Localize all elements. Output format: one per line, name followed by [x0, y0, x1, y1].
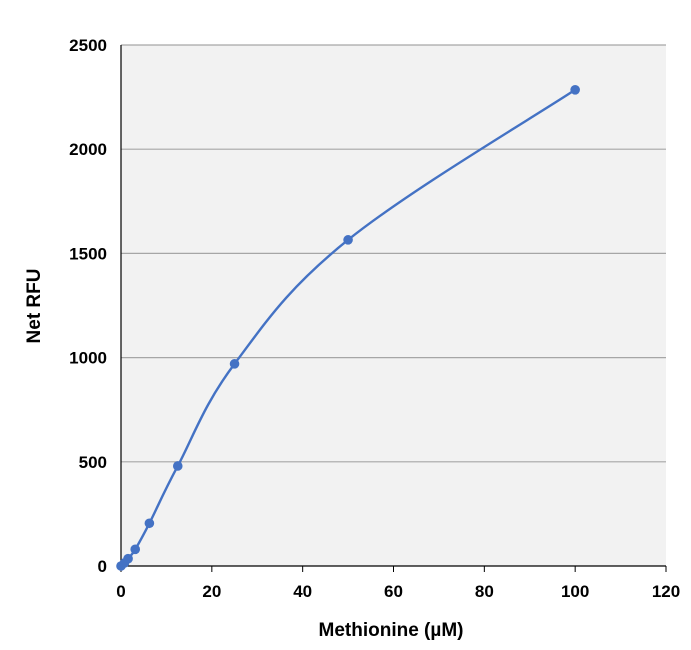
- data-point: [130, 544, 141, 555]
- x-tick-label: 80: [475, 582, 494, 601]
- data-point: [570, 85, 580, 95]
- x-axis-label: Methionine (µM): [319, 620, 464, 641]
- data-point: [123, 553, 133, 564]
- data-point: [229, 359, 240, 369]
- x-tick-label: 0: [116, 582, 125, 601]
- gridlines: [121, 44, 666, 463]
- y-axis-label: Net RFU: [24, 269, 45, 344]
- y-tick-label: 2500: [69, 36, 107, 55]
- x-tick-label: 60: [384, 582, 403, 601]
- axes: [120, 45, 667, 572]
- plot-area: [121, 45, 666, 566]
- y-tick-label: 500: [79, 453, 107, 472]
- x-tick-label: 120: [652, 582, 680, 601]
- x-tick-label: 100: [561, 582, 589, 601]
- series-layer: [116, 85, 580, 571]
- y-tick-label: 1500: [69, 244, 107, 263]
- x-tick-label: 40: [293, 582, 312, 601]
- data-point: [172, 461, 183, 471]
- y-tick-label: 1000: [69, 349, 107, 368]
- y-tick-label: 2000: [69, 140, 107, 159]
- data-point: [343, 235, 353, 245]
- y-tick-label: 0: [98, 557, 107, 576]
- x-tick-label: 20: [202, 582, 221, 601]
- data-point: [144, 518, 155, 529]
- tick-labels: 0 500 1000 1500 2000 2500 0 20 40 60 80 100 120: [69, 36, 680, 601]
